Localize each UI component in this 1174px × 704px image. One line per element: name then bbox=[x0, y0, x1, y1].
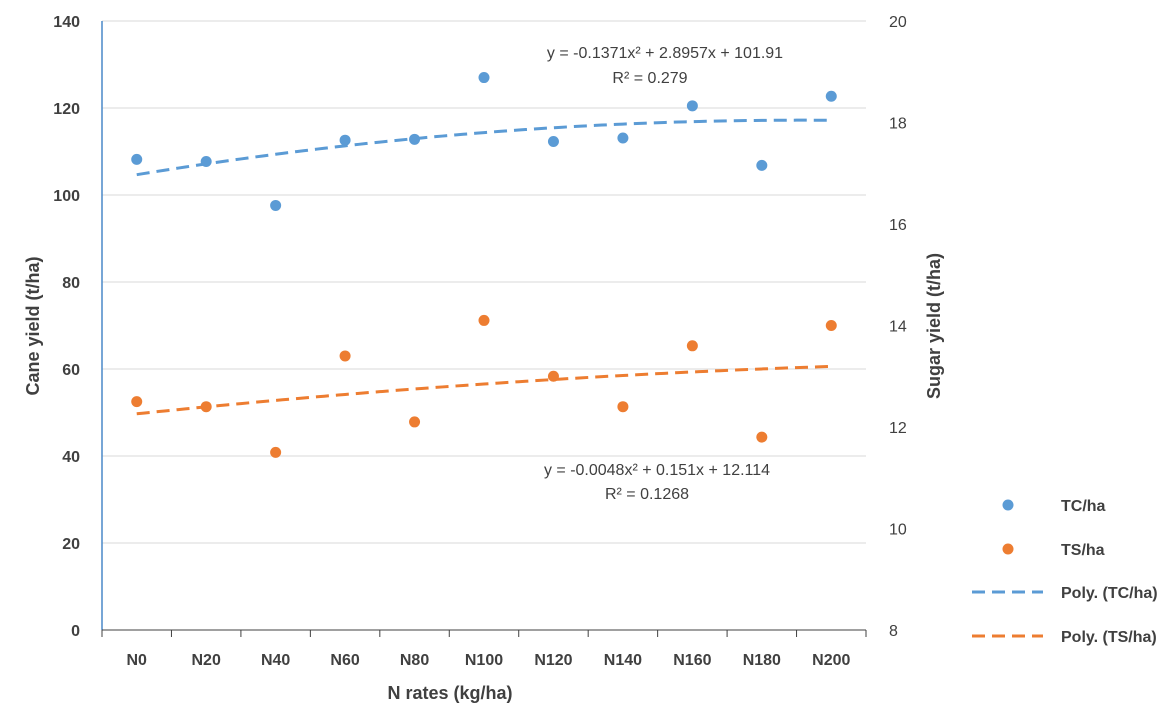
legend-label-poly-tc: Poly. (TC/ha) bbox=[1061, 585, 1158, 602]
data-point-tc bbox=[478, 72, 490, 84]
legend-marker-ts bbox=[1002, 543, 1014, 555]
left-tick-label: 60 bbox=[62, 362, 80, 379]
y2-axis-title: Sugar yield (t/ha) bbox=[924, 253, 944, 399]
data-point-ts bbox=[131, 396, 143, 408]
x-tick-label: N80 bbox=[400, 652, 429, 669]
right-tick-label: 20 bbox=[889, 14, 907, 31]
legend: TC/ha TS/ha Poly. (TC/ha) Poly. (TS/ha) bbox=[972, 498, 1158, 646]
left-tick-label: 80 bbox=[62, 275, 80, 292]
right-axis-ticks: 8 10 12 14 16 18 20 bbox=[889, 14, 907, 640]
x-tick-label: N100 bbox=[465, 652, 503, 669]
x-axis-title: N rates (kg/ha) bbox=[387, 683, 512, 703]
gridlines bbox=[102, 20, 866, 544]
left-tick-label: 100 bbox=[53, 188, 80, 205]
x-tick-label: N40 bbox=[261, 652, 290, 669]
data-point-ts bbox=[825, 320, 837, 331]
data-point-tc bbox=[409, 133, 421, 145]
data-point-ts bbox=[478, 314, 490, 326]
x-tick-label: N160 bbox=[673, 652, 711, 669]
trendline-equation-tc: y = -0.1371x² + 2.8957x + 101.91 bbox=[547, 45, 783, 62]
x-tick-label: N140 bbox=[604, 652, 642, 669]
trendline-r2-tc: R² = 0.279 bbox=[612, 70, 687, 87]
legend-marker-tc bbox=[1002, 499, 1014, 511]
right-tick-label: 18 bbox=[889, 116, 907, 133]
x-tick-label: N0 bbox=[127, 652, 148, 669]
data-point-tc bbox=[547, 135, 559, 147]
x-tick-label: N20 bbox=[192, 652, 221, 669]
x-tick-label: N60 bbox=[330, 652, 359, 669]
trendline-tc bbox=[136, 118, 832, 177]
right-tick-label: 12 bbox=[889, 420, 907, 437]
left-tick-label: 140 bbox=[53, 14, 80, 31]
data-point-ts bbox=[339, 350, 351, 362]
data-point-ts bbox=[200, 401, 212, 413]
trendline-r2-ts: R² = 0.1268 bbox=[605, 486, 689, 503]
right-tick-label: 10 bbox=[889, 522, 907, 539]
data-point-tc bbox=[131, 153, 143, 165]
data-point-ts bbox=[686, 340, 698, 352]
data-point-tc bbox=[200, 156, 212, 168]
data-point-tc bbox=[756, 159, 768, 171]
y-axis-title: Cane yield (t/ha) bbox=[23, 256, 43, 395]
data-point-ts bbox=[409, 416, 421, 428]
data-points bbox=[131, 72, 837, 458]
left-tick-label: 120 bbox=[53, 101, 80, 118]
x-axis-ticks: N0 N20 N40 N60 N80 N100 N120 N140 N160 N180 N200 bbox=[101, 630, 867, 669]
left-axis-ticks: 0 20 40 60 80 100 120 140 bbox=[53, 14, 80, 640]
data-point-tc bbox=[270, 199, 282, 211]
left-tick-label: 40 bbox=[62, 449, 80, 466]
trendline-ts bbox=[136, 364, 832, 416]
right-tick-label: 16 bbox=[889, 217, 907, 234]
x-tick-label: N180 bbox=[743, 652, 781, 669]
right-tick-label: 14 bbox=[889, 319, 907, 336]
left-tick-label: 0 bbox=[71, 623, 80, 640]
legend-label-poly-ts: Poly. (TS/ha) bbox=[1061, 629, 1157, 646]
left-tick-label: 20 bbox=[62, 536, 80, 553]
data-point-ts bbox=[617, 401, 629, 413]
trendlines bbox=[136, 118, 832, 416]
data-point-tc bbox=[825, 90, 837, 102]
legend-label-ts: TS/ha bbox=[1061, 542, 1105, 559]
data-point-ts bbox=[547, 370, 559, 382]
x-tick-label: N120 bbox=[534, 652, 572, 669]
x-tick-label: N200 bbox=[812, 652, 850, 669]
data-point-ts bbox=[756, 431, 768, 443]
trendline-equation-ts: y = -0.0048x² + 0.151x + 12.114 bbox=[544, 462, 770, 479]
legend-label-tc: TC/ha bbox=[1061, 498, 1106, 515]
data-point-tc bbox=[339, 134, 351, 146]
data-point-tc bbox=[617, 132, 629, 144]
data-point-tc bbox=[686, 100, 698, 112]
data-point-ts bbox=[270, 446, 282, 458]
right-tick-label: 8 bbox=[889, 623, 898, 640]
